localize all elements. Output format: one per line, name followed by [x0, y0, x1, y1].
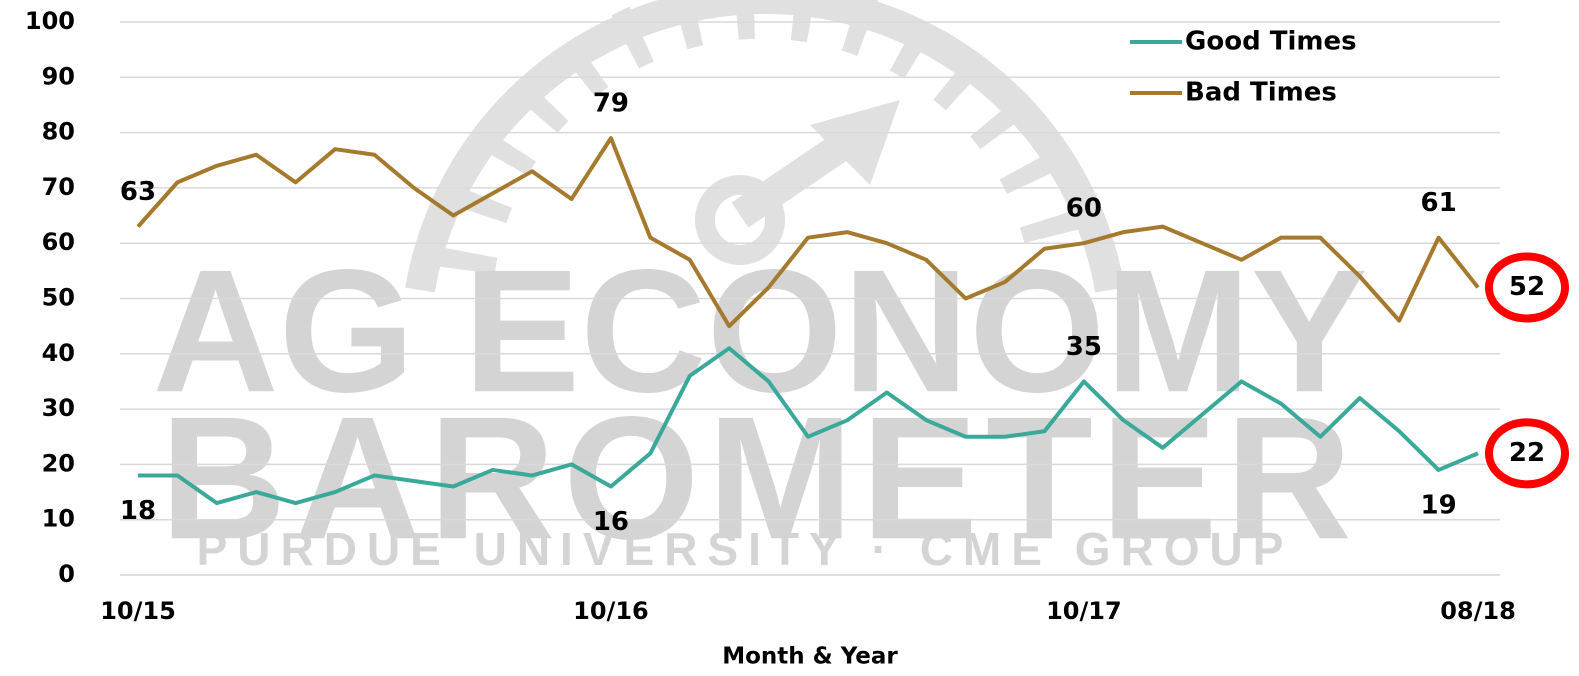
legend-label: Bad Times — [1185, 78, 1337, 108]
x-tick-label: 08/18 — [1440, 597, 1516, 625]
y-tick-label: 20 — [42, 449, 75, 477]
data-label: 19 — [1420, 490, 1456, 520]
y-tick-label: 90 — [42, 62, 75, 90]
x-tick-label: 10/17 — [1046, 597, 1122, 625]
data-label: 60 — [1066, 194, 1102, 224]
chart: AG ECONOMYBAROMETERPURDUE UNIVERSITY · C… — [0, 0, 1579, 676]
x-tick-label: 10/16 — [573, 597, 649, 625]
y-tick-label: 80 — [42, 118, 75, 146]
watermark-text: PURDUE UNIVERSITY · CME GROUP — [197, 523, 1294, 575]
data-label: 79 — [593, 89, 629, 119]
y-tick-label: 30 — [42, 394, 75, 422]
data-label: 16 — [593, 507, 629, 537]
data-label: 52 — [1509, 272, 1545, 302]
y-tick-label: 60 — [42, 228, 75, 256]
data-label: 35 — [1066, 332, 1102, 362]
data-label: 63 — [120, 177, 156, 207]
y-tick-label: 100 — [25, 7, 75, 35]
data-label: 22 — [1509, 438, 1545, 468]
y-tick-label: 50 — [42, 284, 75, 312]
data-label: 61 — [1420, 188, 1456, 218]
y-tick-label: 70 — [42, 173, 75, 201]
y-tick-label: 10 — [42, 505, 75, 533]
y-tick-label: 40 — [42, 339, 75, 367]
legend-label: Good Times — [1185, 27, 1357, 57]
x-axis-title: Month & Year — [722, 644, 898, 670]
data-label: 18 — [120, 496, 156, 526]
x-tick-label: 10/15 — [100, 597, 176, 625]
y-tick-label: 0 — [58, 560, 75, 588]
